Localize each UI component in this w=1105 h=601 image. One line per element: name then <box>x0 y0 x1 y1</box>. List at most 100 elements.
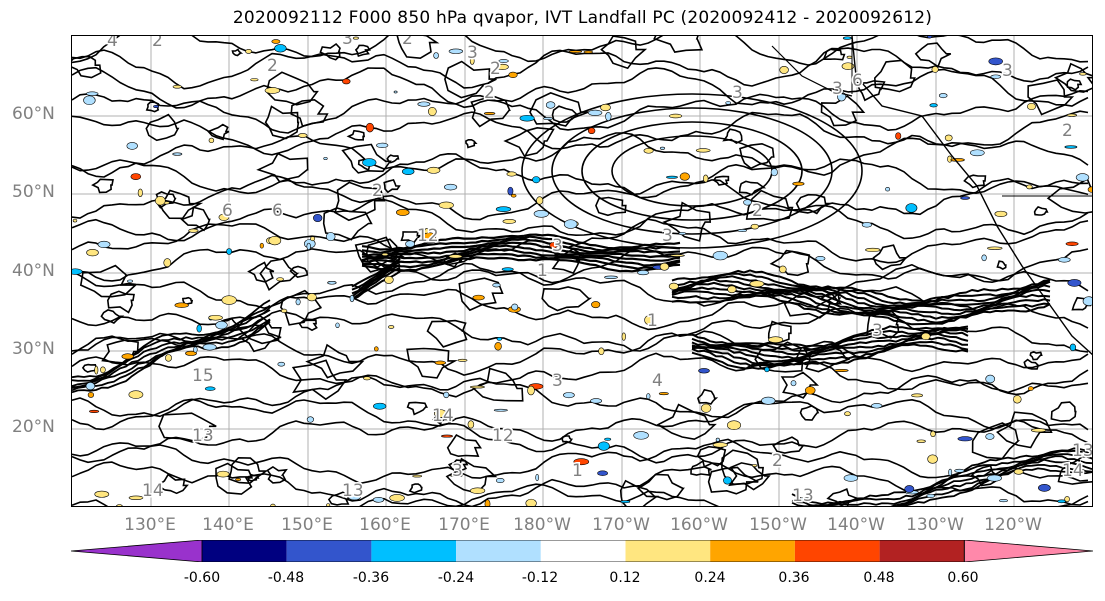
ivt-contour-loop <box>1050 401 1077 422</box>
dry-anomaly-patch <box>861 222 873 228</box>
moist-anomaly-patch <box>502 219 517 224</box>
ivt-contour-loop <box>802 345 850 373</box>
moist-anomaly-patch <box>250 78 259 82</box>
moist-anomaly-patch <box>174 302 189 308</box>
ivt-contours <box>72 36 1092 506</box>
dry-anomaly-patch <box>295 298 301 306</box>
moist-anomaly-patch <box>792 181 805 186</box>
moist-anomaly-patch <box>441 434 453 438</box>
ivt-contour-loop <box>595 196 627 217</box>
moist-anomaly-patch <box>779 265 787 274</box>
ivt-contour-loop <box>431 414 448 425</box>
ivt-contour-loop <box>259 258 300 292</box>
ivt-contour-loop <box>265 71 319 106</box>
ivt-contour-loop <box>739 142 775 170</box>
dry-anomaly-patch <box>172 152 183 156</box>
ivt-contour-loop <box>101 339 139 364</box>
dry-anomaly-patch <box>401 167 415 176</box>
dry-anomaly-patch <box>126 142 138 150</box>
jet-contour <box>351 266 401 300</box>
jet-contour <box>361 252 681 270</box>
contour-label: 6 <box>222 201 233 221</box>
moist-anomaly-patch <box>1064 496 1070 503</box>
ivt-contour-loop <box>215 462 254 495</box>
moist-anomaly-patch <box>525 498 537 506</box>
moist-anomaly-patch <box>749 280 765 288</box>
ivt-contour-loop <box>551 247 583 275</box>
dry-anomaly-patch <box>1064 145 1078 149</box>
moist-anomaly-patch <box>365 122 374 133</box>
moist-anomaly-patch <box>389 494 405 502</box>
ivt-contour-loop <box>354 44 371 58</box>
ivt-contour-loop <box>799 405 820 421</box>
ivt-contour-loop <box>182 296 194 306</box>
moist-anomaly-patch <box>600 103 611 112</box>
contour-label: 12 <box>417 226 439 246</box>
moist-anomaly-patch <box>700 403 712 413</box>
dry-anomaly-patch <box>545 101 556 109</box>
dry-anomaly-patch <box>277 361 286 367</box>
ivt-contour-loop <box>386 154 400 164</box>
ivt-contour-loop <box>1027 79 1075 116</box>
jet-contour <box>351 258 401 291</box>
contour-label: 2 <box>152 36 163 51</box>
dry-anomaly-patch <box>954 468 965 473</box>
dry-anomaly-patch <box>929 103 938 108</box>
moist-anomaly-patch <box>427 107 437 116</box>
ivt-contour-loop <box>289 265 309 278</box>
ivt-contour-loop <box>1053 62 1092 93</box>
moist-anomaly-patch <box>679 172 690 181</box>
moist-anomaly-patch <box>658 392 669 396</box>
moist-anomaly-patch <box>841 62 855 70</box>
moist-anomaly-patch <box>506 171 517 177</box>
colorbar-segment <box>540 540 626 562</box>
ivt-contour-loop <box>406 401 428 416</box>
lon-label-170w: 170°W <box>592 515 650 535</box>
moist-anomaly-patch <box>727 285 737 294</box>
dry-anomaly-patch <box>743 199 752 206</box>
moist-anomaly-patch <box>583 50 593 54</box>
qvapor-shading <box>72 36 1092 506</box>
colorbar-segment <box>625 540 711 562</box>
moist-anomaly-patch <box>363 376 371 381</box>
dry-anomaly-patch <box>376 142 389 148</box>
dry-anomaly-patch <box>957 436 973 442</box>
lon-label-170e: 170°E <box>438 515 490 535</box>
moist-anomaly-patch <box>155 195 166 206</box>
ivt-contour-loop <box>346 129 365 141</box>
moist-anomaly-patch <box>643 148 654 154</box>
lon-label-160e: 160°E <box>359 515 411 535</box>
jet-contour <box>691 343 969 370</box>
dry-anomaly-patch <box>498 59 509 63</box>
contour-label: 14 <box>1062 461 1084 481</box>
moist-anomaly-patch <box>916 439 926 443</box>
dry-anomaly-patch <box>1058 257 1071 263</box>
dry-anomaly-patch <box>393 90 398 94</box>
jet-contour <box>691 340 969 368</box>
dry-anomaly-patch <box>507 186 514 196</box>
moist-anomaly-patch <box>128 390 144 399</box>
ivt-contour-loop <box>305 343 365 379</box>
contour-label: 2 <box>1062 121 1073 141</box>
lat-label-30n: 30°N <box>12 339 55 359</box>
dry-anomaly-patch <box>985 433 995 440</box>
moist-anomaly-patch <box>268 235 282 246</box>
ivt-contour <box>72 198 1089 242</box>
colorbar-extend-max <box>963 540 1093 562</box>
moist-anomaly-patch <box>950 158 965 162</box>
moist-anomaly-patch <box>752 464 758 467</box>
moist-anomaly-patch <box>271 39 281 44</box>
ivt-contour <box>72 286 1089 331</box>
colorbar-tick-label: -0.60 <box>183 570 221 586</box>
ivt-contour-loop <box>228 456 269 485</box>
ivt-contour-loop <box>971 422 1021 460</box>
alaska-coastline <box>771 45 853 97</box>
dry-anomaly-patch <box>448 48 464 54</box>
contour-label: 14 <box>432 406 454 426</box>
ivt-contour-loop <box>1057 453 1092 485</box>
dry-anomaly-patch <box>496 336 503 341</box>
moist-anomaly-patch <box>208 137 215 144</box>
moist-anomaly-patch <box>259 242 264 249</box>
moist-anomaly-patch <box>137 188 143 197</box>
